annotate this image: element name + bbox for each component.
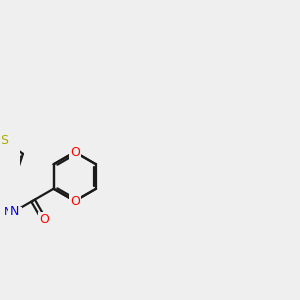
Text: NH: NH: [4, 207, 21, 218]
Text: O: O: [70, 194, 80, 208]
Text: O: O: [39, 213, 49, 226]
Text: N: N: [9, 205, 19, 218]
Text: O: O: [70, 146, 80, 158]
Text: S: S: [0, 134, 8, 147]
